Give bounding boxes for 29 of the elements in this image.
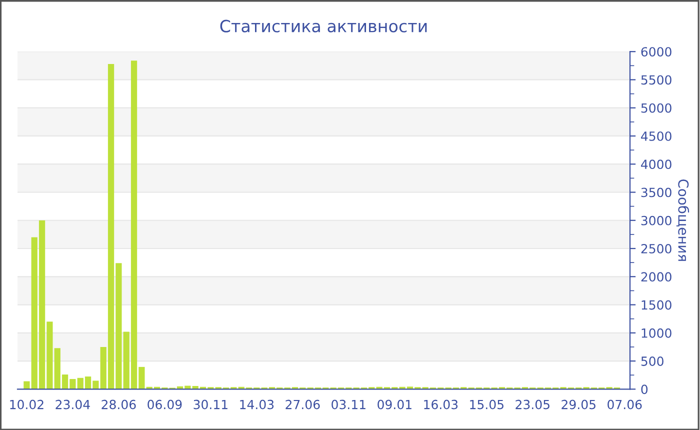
y-tick-label: 4000 xyxy=(641,160,672,170)
x-tick-label: 23.05 xyxy=(516,400,550,410)
x-tick-label: 28.06 xyxy=(102,400,136,410)
x-tick-label: 15.05 xyxy=(470,400,504,410)
x-tick-label: 10.02 xyxy=(10,400,44,410)
x-tick-label: 03.11 xyxy=(332,400,366,410)
x-tick-label: 16.03 xyxy=(424,400,458,410)
y-tick-label: 2500 xyxy=(641,244,672,254)
y-tick-label: 1000 xyxy=(642,328,672,338)
x-tick-label: 29.05 xyxy=(562,400,596,410)
x-tick-label: 27.06 xyxy=(286,400,320,410)
y-tick-label: 1500 xyxy=(642,300,672,310)
y-tick-label: 3000 xyxy=(641,216,672,226)
y-tick-label: 3500 xyxy=(641,188,672,198)
x-tick-label: 30.11 xyxy=(194,400,228,410)
y-tick-label: 500 xyxy=(641,356,664,366)
y-tick-label: 6000 xyxy=(641,47,672,57)
y-axis-title: Сообщения xyxy=(676,179,690,261)
chart-title: Статистика активности xyxy=(220,20,427,32)
x-tick-label: 07.06 xyxy=(608,400,642,410)
y-tick-label: 5500 xyxy=(641,75,672,85)
y-tick-label: 2000 xyxy=(641,272,672,282)
y-tick-label: 0 xyxy=(641,384,648,394)
y-tick-label: 4500 xyxy=(641,131,672,141)
x-tick-label: 06.09 xyxy=(148,400,182,410)
x-tick-label: 14.03 xyxy=(240,400,274,410)
x-tick-label: 23.04 xyxy=(56,400,90,410)
y-tick-label: 5000 xyxy=(641,103,672,113)
x-tick-label: 09.01 xyxy=(378,400,412,410)
